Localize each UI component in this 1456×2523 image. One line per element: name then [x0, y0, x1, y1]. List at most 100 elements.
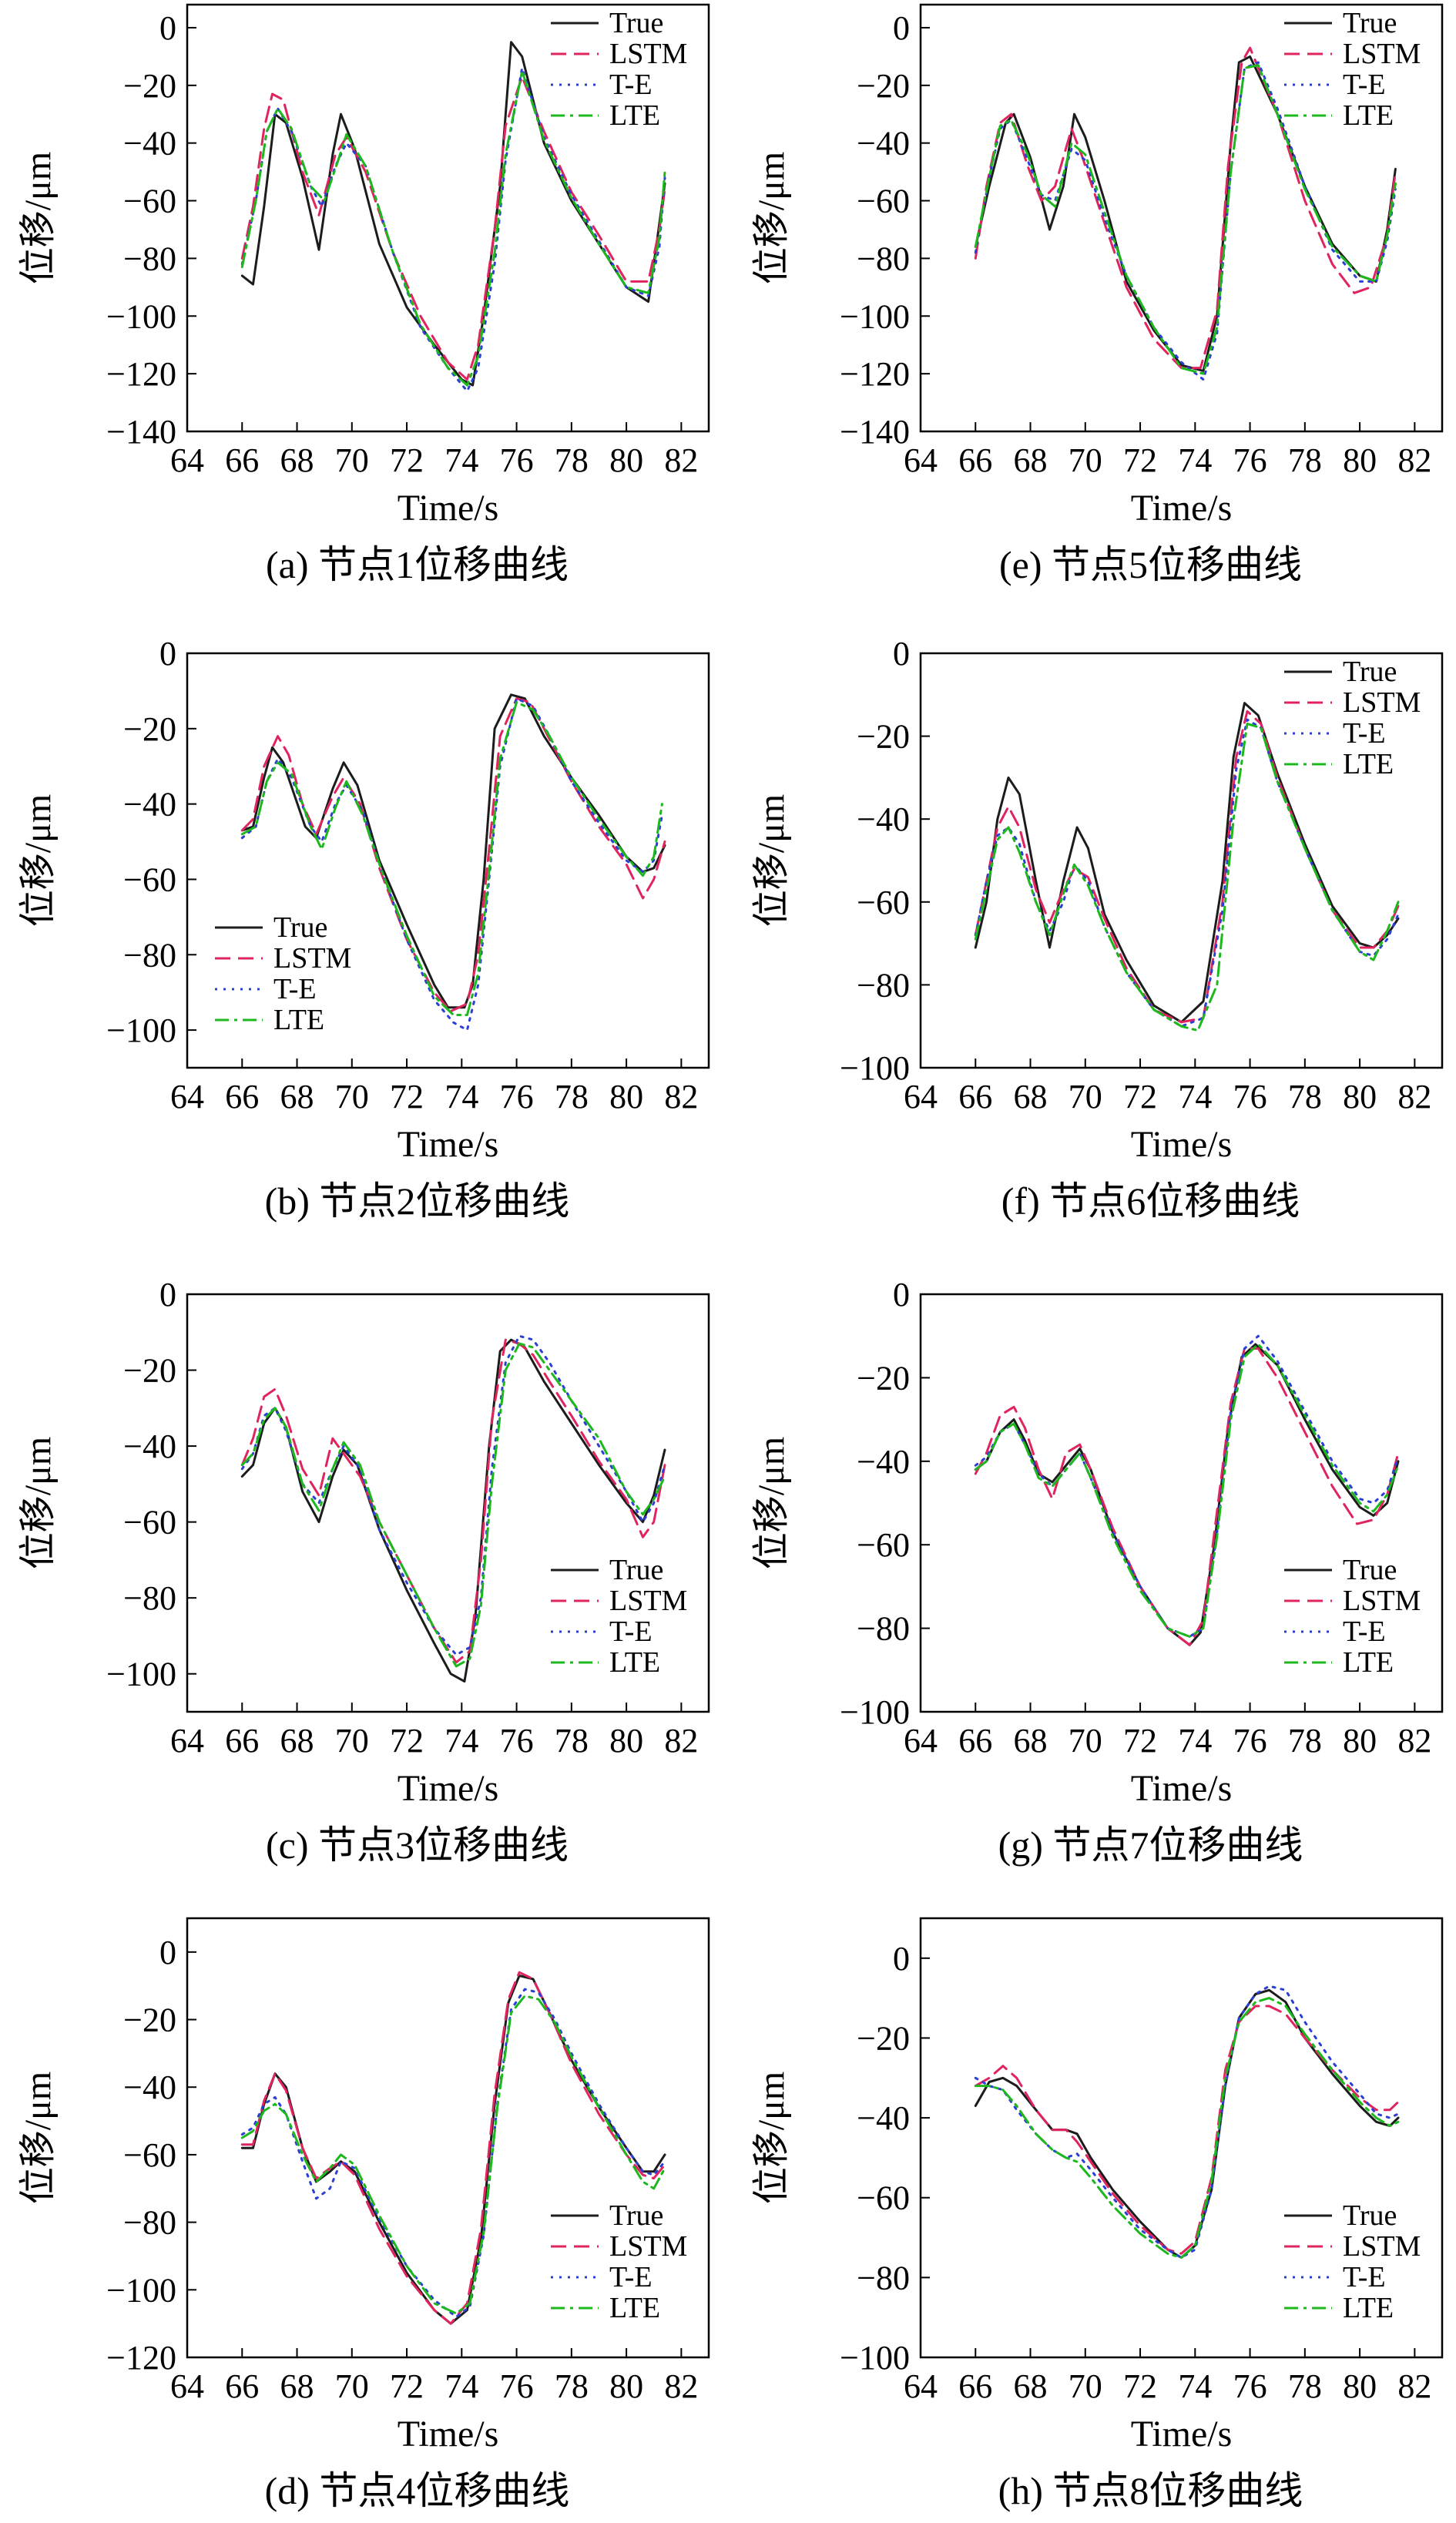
legend-label: LTE	[1343, 1646, 1394, 1679]
legend-label: True	[1343, 656, 1397, 688]
y-tick-label: −140	[840, 413, 910, 451]
series-line-lte	[240, 69, 666, 387]
x-tick-label: 80	[1343, 441, 1377, 479]
series-line-lstm	[974, 46, 1397, 370]
x-tick-label: 66	[225, 2367, 259, 2405]
panel-caption: (h) 节点8位移曲线	[998, 2469, 1303, 2512]
x-axis-label: Time/s	[398, 1768, 499, 1809]
legend-label: LSTM	[609, 1585, 687, 1617]
legend-label: LSTM	[1343, 686, 1421, 719]
x-tick-label: 80	[1343, 1722, 1377, 1760]
x-tick-label: 78	[1288, 1078, 1322, 1116]
y-tick-label: 0	[159, 1934, 176, 1971]
x-tick-label: 70	[335, 1078, 369, 1116]
series-line-lte	[240, 701, 663, 1016]
x-tick-label: 72	[1123, 1078, 1157, 1116]
x-tick-label: 80	[609, 1078, 643, 1116]
y-tick-label: −40	[123, 786, 176, 824]
y-tick-label: −80	[123, 936, 176, 974]
series-line-lte	[240, 1995, 666, 2315]
series-group	[974, 702, 1400, 1032]
y-tick-label: −40	[857, 800, 910, 838]
series-group	[974, 1985, 1400, 2259]
x-tick-label: 64	[904, 1078, 938, 1116]
y-axis-label: 位移/μm	[751, 152, 792, 284]
series-line-lte	[974, 64, 1397, 375]
series-line-lte	[240, 1342, 666, 1668]
panel-caption: (d) 节点4位移曲线	[265, 2469, 570, 2512]
y-axis-label: 位移/μm	[751, 1437, 792, 1569]
y-tick-label: −100	[106, 297, 176, 335]
x-tick-label: 64	[904, 441, 938, 479]
x-tick-label: 64	[170, 441, 204, 479]
y-tick-label: 0	[159, 1276, 176, 1314]
series-line-t-e	[974, 1985, 1400, 2259]
y-tick-label: 0	[159, 9, 176, 47]
x-tick-label: 74	[1178, 441, 1212, 479]
y-tick-label: −60	[857, 183, 910, 220]
legend-label: LSTM	[1343, 1585, 1421, 1617]
x-tick-label: 76	[500, 1078, 534, 1116]
x-tick-label: 80	[609, 2367, 643, 2405]
x-tick-label: 72	[1123, 441, 1157, 479]
legend-label: True	[273, 911, 327, 944]
x-tick-label: 72	[390, 1722, 424, 1760]
plot-frame	[186, 1917, 710, 2359]
legend-label: LSTM	[1343, 2230, 1421, 2263]
x-tick-label: 68	[280, 441, 314, 479]
x-tick-label: 64	[170, 1078, 204, 1116]
plot-frame	[919, 1917, 1444, 2359]
x-tick-label: 78	[555, 1078, 589, 1116]
y-tick-label: 0	[893, 1940, 910, 1978]
legend-label: T-E	[1343, 69, 1386, 101]
x-tick-label: 82	[664, 441, 698, 479]
legend-label: LTE	[609, 99, 660, 132]
series-line-true	[974, 702, 1400, 1024]
y-tick-label: −80	[857, 966, 910, 1004]
x-tick-label: 68	[1014, 441, 1048, 479]
y-tick-label: −100	[106, 2271, 176, 2309]
y-tick-label: −120	[840, 355, 910, 393]
y-tick-label: −20	[857, 67, 910, 105]
x-tick-label: 76	[500, 441, 534, 479]
y-tick-label: −60	[123, 861, 176, 898]
y-tick-label: −80	[123, 240, 176, 277]
x-tick-label: 78	[555, 1722, 589, 1760]
y-tick-label: −120	[106, 355, 176, 393]
legend-label: LSTM	[609, 38, 687, 70]
x-tick-label: 70	[1069, 1078, 1102, 1116]
panel-caption: (c) 节点3位移曲线	[266, 1823, 569, 1867]
x-axis-label: Time/s	[1131, 2414, 1233, 2454]
x-tick-label: 80	[1343, 2367, 1377, 2405]
x-tick-label: 78	[555, 2367, 589, 2405]
series-line-t-e	[974, 1334, 1400, 1638]
x-axis-label: Time/s	[1131, 1124, 1233, 1165]
y-tick-label: 0	[893, 635, 910, 673]
y-tick-label: −80	[857, 2259, 910, 2297]
x-tick-label: 76	[1233, 2367, 1267, 2405]
x-tick-label: 78	[555, 441, 589, 479]
series-line-true	[974, 1343, 1400, 1646]
legend-label: True	[609, 7, 663, 39]
series-line-lstm	[974, 1347, 1400, 1646]
legend-label: LTE	[609, 1646, 660, 1679]
panel-caption: (a) 节点1位移曲线	[266, 543, 569, 586]
series-group	[240, 1971, 666, 2325]
series-line-lte	[974, 1997, 1400, 2259]
x-tick-label: 66	[225, 1078, 259, 1116]
series-line-true	[974, 1988, 1400, 2259]
legend-label: LSTM	[1343, 38, 1421, 70]
y-tick-label: −40	[857, 2099, 910, 2137]
x-tick-label: 72	[1123, 2367, 1157, 2405]
series-line-true	[240, 1338, 666, 1683]
y-tick-label: 0	[893, 9, 910, 47]
y-tick-label: −60	[123, 183, 176, 220]
x-tick-label: 70	[1069, 441, 1102, 479]
x-tick-label: 66	[958, 441, 992, 479]
